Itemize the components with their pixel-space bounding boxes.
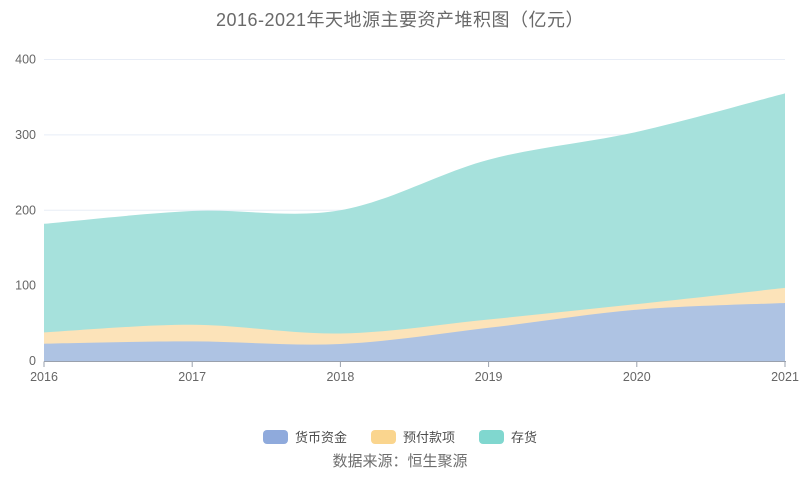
legend-marker-icon (262, 429, 288, 444)
legend-item-预付款项[interactable]: 预付款项 (370, 427, 455, 446)
y-axis-tick-label-400: 400 (15, 53, 36, 67)
legend-marker-icon (370, 429, 396, 444)
legend-label: 预付款项 (402, 430, 455, 445)
y-axis-tick-label-100: 100 (15, 279, 36, 293)
legend-label: 货币资金 (294, 430, 347, 445)
x-axis-tick-label-2021: 2021 (771, 370, 799, 384)
data-source-text: 数据来源：恒生聚源 (332, 453, 468, 470)
x-axis-tick-label-2016: 2016 (30, 370, 58, 384)
x-axis-tick-label-2020: 2020 (623, 370, 651, 384)
y-axis-tick-label-0: 0 (29, 354, 36, 368)
y-axis-tick-label-300: 300 (15, 128, 36, 142)
x-axis-tick-label-2018: 2018 (326, 370, 354, 384)
y-axis-tick-label-200: 200 (15, 203, 36, 217)
x-axis-tick-label-2017: 2017 (178, 370, 206, 384)
chart-title: 2016-2021年天地源主要资产堆积图（亿元） (215, 10, 585, 30)
legend-marker-icon (479, 429, 504, 444)
area-series-存货[interactable] (44, 93, 785, 362)
legend-label: 存货 (511, 430, 538, 445)
legend-item-存货[interactable]: 存货 (479, 427, 537, 446)
legend-item-货币资金[interactable]: 货币资金 (262, 427, 347, 446)
legend: 货币资金 预付款项 存货 (0, 427, 800, 446)
x-axis-tick-label-2019: 2019 (475, 370, 503, 384)
area-series-货币资金[interactable] (44, 303, 785, 361)
